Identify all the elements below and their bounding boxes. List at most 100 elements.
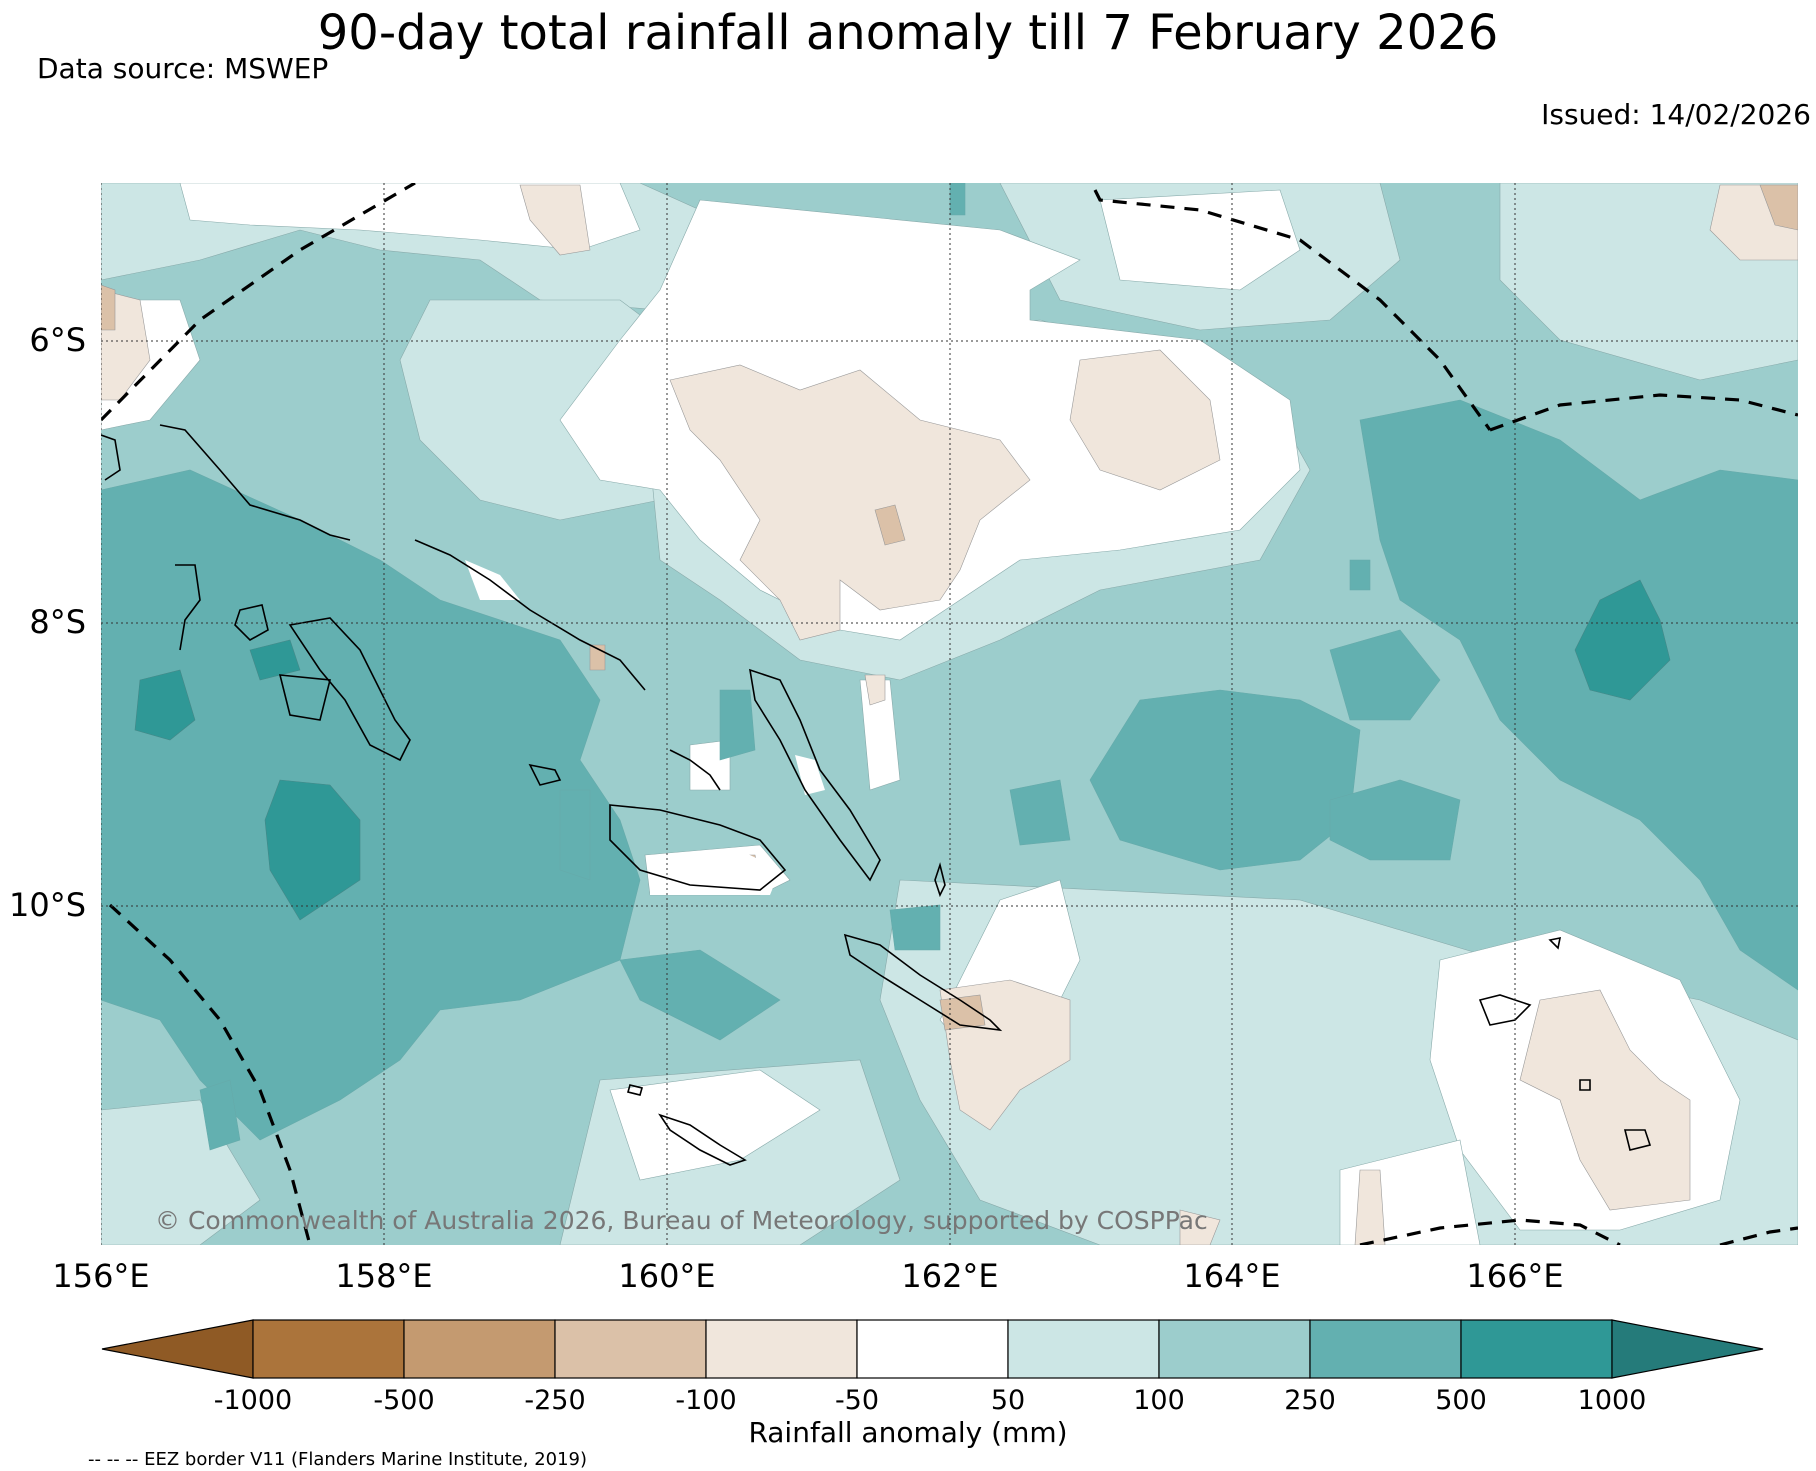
coastline-bougainville	[159, 424, 351, 541]
colorbar-extend-max	[1611, 1319, 1764, 1379]
island-interior	[650, 850, 780, 895]
lon-label-162e: 162°E	[901, 1257, 999, 1295]
colorbar-tick-label: -250	[524, 1385, 586, 1416]
coastline-vanikoro	[1623, 1129, 1652, 1151]
eez-borders	[101, 183, 1798, 1245]
colorbar-tick-label: 500	[1435, 1385, 1487, 1416]
anomaly-region	[1359, 399, 1798, 991]
anomaly-very-wet-regions	[134, 579, 1671, 921]
anomaly-region	[1179, 1209, 1221, 1245]
anomaly-region	[949, 183, 966, 216]
colorbar-segment	[705, 1319, 858, 1379]
eez-border	[1093, 189, 1492, 431]
anomaly-region	[874, 504, 906, 546]
colorbar-tick-label: -50	[834, 1385, 880, 1416]
colorbar-tick-label: 100	[1133, 1385, 1185, 1416]
coastline-florida	[669, 749, 721, 791]
colorbar-segment	[403, 1319, 556, 1379]
anomaly-region	[1574, 579, 1671, 701]
anomaly-region	[249, 639, 301, 681]
anomaly-region	[264, 779, 361, 921]
anomaly-region	[889, 904, 941, 951]
colorbar-segment	[252, 1319, 405, 1379]
coastlines	[101, 424, 1652, 1166]
coastline-utupua	[1579, 1079, 1591, 1091]
lat-label-6s: 6°S	[29, 321, 86, 359]
anomaly-region	[519, 184, 591, 256]
anomaly-region	[1759, 184, 1798, 231]
colorbar-title: Rainfall anomaly (mm)	[748, 1416, 1068, 1449]
anomaly-region	[199, 1079, 241, 1151]
lon-label-158e: 158°E	[335, 1257, 433, 1295]
colorbar-segment	[856, 1319, 1009, 1379]
colorbar-tick-label: 50	[990, 1385, 1026, 1416]
colorbar-segment	[1309, 1319, 1462, 1379]
coastline-santa-isabel	[414, 539, 646, 691]
lon-label-166e: 166°E	[1466, 1257, 1564, 1295]
coastline-duff	[1548, 936, 1562, 950]
map-area: © Commonwealth of Australia 2026, Bureau…	[101, 183, 1798, 1245]
anomaly-region	[1099, 189, 1301, 291]
colorbar-tick-label: -100	[675, 1385, 737, 1416]
eez-border	[108, 903, 312, 1245]
eez-border	[101, 183, 416, 422]
colorbar	[101, 1319, 1764, 1379]
coastline-makira	[843, 933, 1003, 1032]
anomaly-region	[1519, 989, 1691, 1211]
coastline-rennell	[658, 1113, 747, 1166]
anomaly-region	[719, 689, 756, 761]
anomaly-region	[1329, 779, 1461, 861]
colorbar-tick-label: 250	[1284, 1385, 1336, 1416]
anomaly-wet-regions	[101, 183, 1798, 1151]
lat-label-8s: 8°S	[29, 603, 86, 641]
anomaly-region	[101, 284, 116, 331]
coastline-guadalcanal	[609, 804, 787, 891]
eez-legend-note: -- -- -- EEZ border V11 (Flanders Marine…	[88, 1449, 588, 1470]
anomaly-region	[864, 674, 886, 706]
coastline-choiseul-west	[175, 564, 201, 651]
lon-label-156e: 156°E	[52, 1257, 150, 1295]
colorbar-segment	[554, 1319, 707, 1379]
colorbar-tick-label: -500	[373, 1385, 435, 1416]
colorbar-extend-min	[101, 1319, 254, 1379]
island-interior	[465, 560, 520, 600]
coastline-ulawa	[934, 862, 946, 898]
colorbar-segment	[1460, 1319, 1613, 1379]
anomaly-region	[1329, 629, 1441, 721]
anomaly-region	[134, 669, 196, 741]
lon-label-164e: 164°E	[1183, 1257, 1281, 1295]
anomaly-region	[1009, 779, 1071, 846]
colorbar-tick-label: 1000	[1577, 1385, 1647, 1416]
coastline-bellona	[627, 1084, 643, 1096]
coastline-islet	[234, 604, 269, 641]
anomaly-region	[1089, 689, 1361, 871]
colorbar-tick-label: -1000	[213, 1385, 293, 1416]
coastline-malaita	[748, 668, 881, 882]
graticule	[101, 183, 1798, 1245]
colorbar-segment	[1158, 1319, 1311, 1379]
anomaly-region	[1349, 559, 1371, 591]
eez-border	[1489, 393, 1798, 432]
coastline-choiseul	[288, 617, 411, 762]
data-source: Data source: MSWEP	[37, 52, 329, 85]
eez-border	[1359, 1218, 1621, 1245]
anomaly-region	[619, 949, 781, 1041]
map-title: 90-day total rainfall anomaly till 7 Feb…	[317, 5, 1499, 61]
coastline-russell	[528, 763, 562, 786]
coastline-buka	[101, 434, 121, 481]
anomaly-region	[939, 994, 986, 1031]
eez-border	[1719, 1226, 1798, 1245]
anomaly-region	[1069, 349, 1221, 491]
coastline-nendo	[1478, 994, 1532, 1026]
anomaly-region	[559, 789, 591, 881]
lat-label-10s: 10°S	[8, 886, 86, 924]
anomaly-region	[669, 364, 1031, 641]
anomaly-region	[1354, 1169, 1386, 1245]
lon-label-160e: 160°E	[618, 1257, 716, 1295]
colorbar-segment	[1007, 1319, 1160, 1379]
copyright-notice: © Commonwealth of Australia 2026, Bureau…	[155, 1206, 1208, 1235]
coastline-new-georgia	[278, 674, 332, 721]
issued-date: Issued: 14/02/2026	[1541, 98, 1811, 131]
anomaly-region	[559, 199, 1301, 641]
